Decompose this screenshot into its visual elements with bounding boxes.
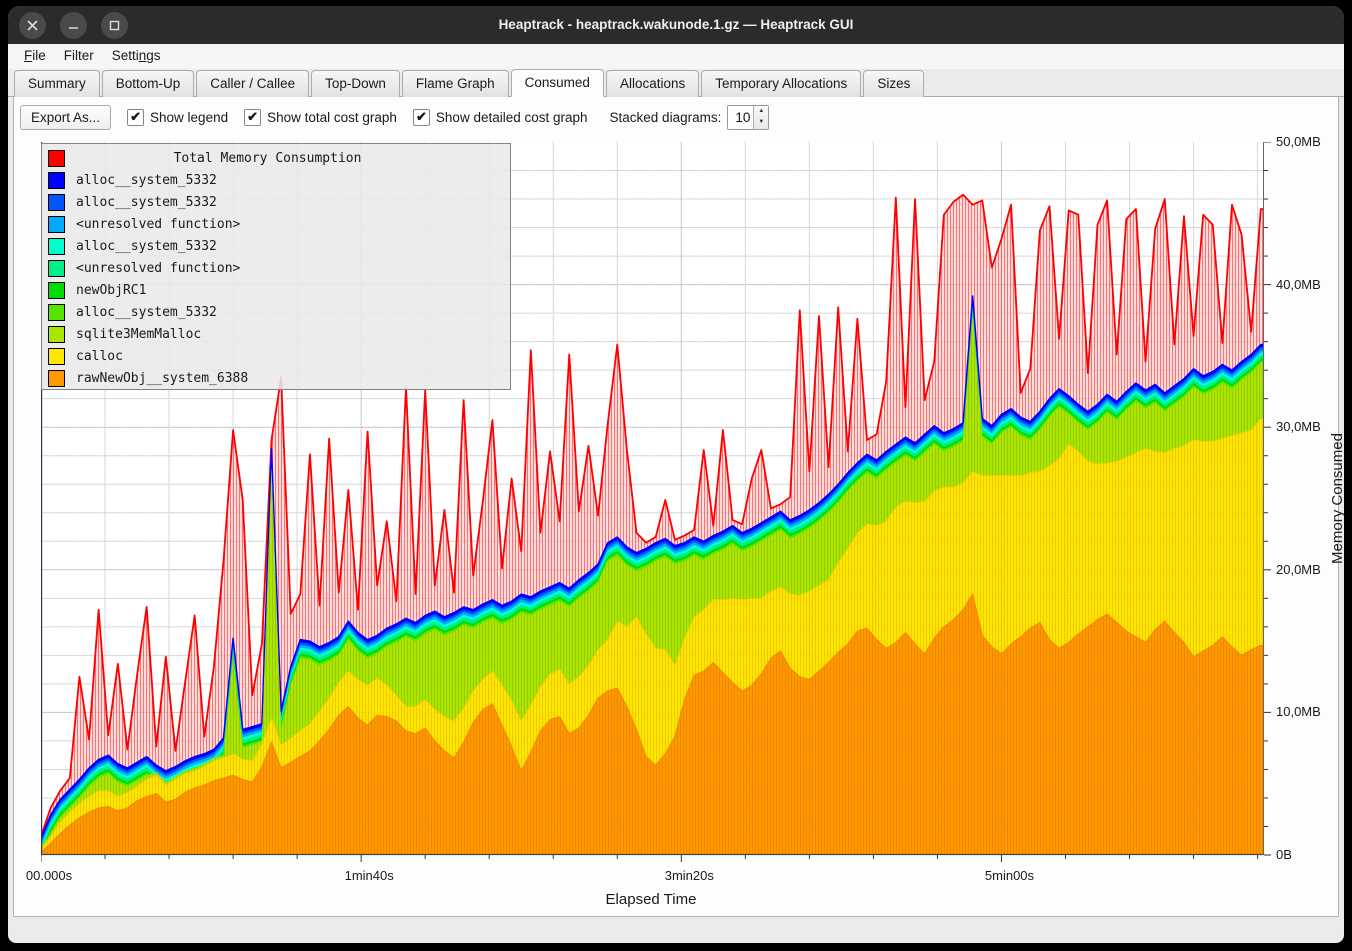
legend-item-label: <unresolved function>: [76, 216, 241, 232]
checkbox-label: Show detailed cost graph: [435, 109, 588, 125]
spinbox-buttons[interactable]: ▲ ▼: [753, 105, 769, 129]
x-tick-label: 1min40s: [344, 868, 394, 883]
window-title: Heaptrack - heaptrack.wakunode.1.gz — He…: [498, 17, 854, 32]
maximize-button[interactable]: [101, 12, 128, 39]
legend-item-label: <unresolved function>: [76, 260, 241, 276]
tab-top-down[interactable]: Top-Down: [311, 70, 400, 97]
legend-title-row: Total Memory Consumption: [42, 147, 510, 169]
y-tick-label: 0B: [1276, 847, 1292, 862]
menu-item-settings[interactable]: Settings: [111, 48, 161, 63]
tab-bar: Summary Bottom-Up Caller / Callee Top-Down F…: [8, 69, 1344, 97]
legend-item: alloc__system_5332: [42, 301, 510, 323]
tab-sizes[interactable]: Sizes: [863, 70, 925, 97]
tab-flame-graph[interactable]: Flame Graph: [401, 70, 509, 97]
legend-item-label: newObjRC1: [76, 282, 147, 298]
stacked-diagrams-label: Stacked diagrams:: [609, 109, 722, 125]
legend-item-label: alloc__system_5332: [76, 172, 217, 188]
spin-up-icon[interactable]: ▲: [758, 107, 765, 114]
legend-item-label: calloc: [76, 348, 123, 364]
legend-item: sqlite3MemMalloc: [42, 323, 510, 345]
tab-caller-callee[interactable]: Caller / Callee: [196, 70, 310, 97]
tab-consumed[interactable]: Consumed: [510, 69, 604, 97]
checkbox-show-detailed-cost-graph[interactable]: ✔ Show detailed cost graph: [412, 108, 588, 126]
legend-swatch-icon: [48, 215, 65, 233]
y-axis-title: Memory Consumed: [1328, 433, 1344, 564]
x-tick-label: 00.000s: [25, 868, 73, 883]
checkbox-show-total-cost-graph[interactable]: ✔ Show total cost graph: [244, 108, 397, 126]
x-tick-label: 3min20s: [664, 868, 714, 883]
legend-swatch-icon: [48, 259, 65, 277]
tab-temporary-allocations[interactable]: Temporary Allocations: [701, 70, 862, 97]
legend-item-label: sqlite3MemMalloc: [76, 326, 202, 342]
x-axis-title: Elapsed Time: [605, 891, 697, 908]
chart-plot-area[interactable]: [41, 142, 1341, 912]
checkbox-label: Show legend: [150, 109, 229, 125]
maximize-icon: [109, 20, 120, 31]
menu-item-filter[interactable]: Filter: [63, 48, 94, 63]
checkbox-box[interactable]: ✔: [127, 108, 145, 126]
legend-item: alloc__system_5332: [42, 191, 510, 213]
spin-down-icon[interactable]: ▼: [758, 119, 765, 125]
x-tick-label: 5min00s: [984, 868, 1035, 883]
close-button[interactable]: [19, 12, 46, 39]
title-bar[interactable]: Heaptrack - heaptrack.wakunode.1.gz — He…: [8, 6, 1344, 44]
minimize-button[interactable]: [60, 12, 87, 39]
legend-swatch-icon: [48, 237, 65, 255]
checkbox-group: ✔ Show legend ✔ Show total cost graph ✔ Show …: [111, 108, 588, 126]
minimize-icon: [69, 27, 78, 29]
close-icon: [27, 20, 38, 31]
legend-swatch-icon: [48, 149, 65, 167]
y-tick-label: 40,0MB: [1276, 276, 1321, 292]
legend-swatch-icon: [48, 369, 65, 387]
legend-swatch-icon: [48, 171, 65, 189]
legend-item: <unresolved function>: [42, 213, 510, 235]
checkbox-label: Show total cost graph: [267, 109, 397, 125]
legend-item-label: rawNewObj__system_6388: [76, 370, 249, 386]
y-tick-label: 10,0MB: [1276, 704, 1321, 720]
memory-consumption-chart[interactable]: 0B 10,0MB 20,0MB 30,0MB 40,0MB 50,0MB 00.000s 1…: [26, 134, 1344, 912]
tab-bottom-up[interactable]: Bottom-Up: [101, 70, 195, 97]
export-as-button[interactable]: Export As...: [20, 104, 112, 130]
y-tick-label: 20,0MB: [1276, 561, 1321, 577]
toolbar: Export As... ✔ Show legend ✔ Show total cos…: [20, 103, 1330, 131]
legend-item: calloc: [42, 345, 510, 367]
legend-swatch-icon: [48, 325, 65, 343]
legend-item: alloc__system_5332: [42, 235, 510, 257]
legend-item-label: alloc__system_5332: [76, 238, 217, 254]
tab-allocations[interactable]: Allocations: [605, 70, 700, 97]
legend-item: alloc__system_5332: [42, 169, 510, 191]
legend-item-label: alloc__system_5332: [76, 194, 217, 210]
menu-item-file[interactable]: File: [24, 48, 46, 63]
legend-item: <unresolved function>: [42, 257, 510, 279]
chart-legend: Total Memory Consumption alloc__system_53…: [41, 143, 511, 390]
spinbox-value: 10: [735, 109, 751, 125]
checkbox-box[interactable]: ✔: [412, 108, 430, 126]
checkbox-box[interactable]: ✔: [244, 108, 262, 126]
app-window: Heaptrack - heaptrack.wakunode.1.gz — He…: [8, 6, 1344, 943]
legend-swatch-icon: [48, 281, 65, 299]
menu-bar: File Filter Settings: [8, 44, 1344, 69]
legend-swatch-icon: [48, 193, 65, 211]
stacked-diagrams-spinbox[interactable]: 10 ▲ ▼: [727, 104, 770, 130]
consumed-tab-panel: Export As... ✔ Show legend ✔ Show total cos…: [13, 97, 1344, 917]
checkbox-show-legend[interactable]: ✔ Show legend: [127, 108, 229, 126]
y-tick-label: 50,0MB: [1276, 134, 1321, 149]
legend-item: rawNewObj__system_6388: [42, 367, 510, 389]
legend-swatch-icon: [48, 303, 65, 321]
legend-item: newObjRC1: [42, 279, 510, 301]
tab-summary[interactable]: Summary: [14, 70, 100, 97]
legend-swatch-icon: [48, 347, 65, 365]
legend-item-label: alloc__system_5332: [76, 304, 217, 320]
legend-title: Total Memory Consumption: [173, 150, 362, 166]
y-tick-label: 30,0MB: [1276, 419, 1321, 435]
